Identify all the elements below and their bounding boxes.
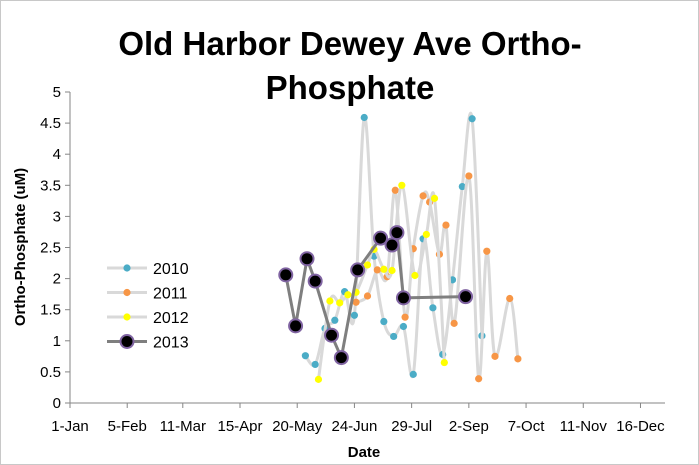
y-tick-label: 1 bbox=[53, 333, 61, 350]
x-tick-label: 15-Apr bbox=[217, 418, 262, 435]
x-tick-label: 7-Oct bbox=[508, 418, 546, 435]
data-point-2013 bbox=[389, 225, 405, 241]
data-point-2013 bbox=[307, 273, 323, 289]
legend-item-2011: 2011 bbox=[107, 286, 188, 303]
data-point-2011 bbox=[363, 292, 372, 300]
y-tick-label: 4.5 bbox=[40, 115, 61, 132]
data-point-2010 bbox=[350, 311, 359, 319]
data-point-2012 bbox=[344, 291, 352, 299]
legend-marker-2012 bbox=[123, 313, 131, 321]
legend-item-2012: 2012 bbox=[107, 310, 189, 327]
data-point-2013 bbox=[324, 327, 340, 343]
data-point-2011 bbox=[401, 313, 409, 321]
data-point-2013 bbox=[350, 262, 366, 278]
data-point-2012 bbox=[326, 297, 334, 305]
data-point-2011 bbox=[483, 247, 491, 255]
legend-marker-2010 bbox=[123, 264, 131, 272]
data-point-2013 bbox=[384, 237, 400, 253]
data-point-2013 bbox=[333, 350, 349, 366]
data-point-2012 bbox=[430, 194, 439, 202]
chart-title-line-2: Phosphate bbox=[266, 69, 435, 106]
data-point-2011 bbox=[475, 375, 483, 383]
data-point-2010 bbox=[311, 360, 319, 369]
legend-label-2012: 2012 bbox=[153, 310, 189, 327]
data-point-2010 bbox=[360, 113, 368, 122]
data-point-2012 bbox=[314, 375, 323, 383]
data-point-2013 bbox=[373, 230, 389, 246]
data-point-2012 bbox=[336, 299, 344, 307]
y-axis-ticks: 0 0.5 1 1.5 2 2.5 3 3.5 4 4.5 5 bbox=[40, 84, 70, 412]
chart-title-line-1: Old Harbor Dewey Ave Ortho- bbox=[118, 25, 581, 62]
data-point-2011 bbox=[506, 294, 514, 303]
data-point-2012 bbox=[398, 181, 406, 189]
data-point-2012 bbox=[440, 358, 448, 367]
y-tick-label: 2.5 bbox=[40, 240, 61, 257]
data-point-2011 bbox=[491, 352, 499, 360]
data-point-2012 bbox=[422, 230, 430, 239]
y-tick-label: 0 bbox=[53, 395, 61, 412]
x-tick-label: 5-Feb bbox=[108, 418, 147, 435]
y-tick-label: 3 bbox=[53, 208, 61, 225]
data-point-2013 bbox=[278, 267, 294, 283]
x-tick-label: 16-Dec bbox=[616, 418, 665, 435]
data-point-2010 bbox=[301, 352, 309, 360]
data-point-2010 bbox=[468, 115, 476, 123]
legend-label-2010: 2010 bbox=[153, 261, 189, 278]
x-tick-label: 1-Jan bbox=[51, 418, 89, 435]
data-point-2012 bbox=[388, 266, 396, 275]
x-tick-label: 11-Nov bbox=[560, 418, 608, 435]
data-point-2013 bbox=[299, 251, 315, 267]
x-axis-title: Date bbox=[348, 444, 381, 461]
y-axis-title: Ortho-Phosphate (uM) bbox=[12, 168, 29, 326]
y-tick-label: 0.5 bbox=[40, 364, 61, 381]
data-point-2011 bbox=[373, 266, 381, 274]
data-point-2012 bbox=[380, 265, 388, 273]
data-point-2010 bbox=[331, 316, 339, 324]
legend-label-2013: 2013 bbox=[153, 335, 189, 352]
data-point-2011 bbox=[465, 172, 473, 180]
legend-marker-2011 bbox=[123, 288, 131, 297]
data-point-2010 bbox=[399, 322, 408, 331]
series-line-2011 bbox=[355, 174, 520, 381]
y-tick-label: 4 bbox=[53, 146, 61, 163]
data-point-2013 bbox=[395, 290, 411, 306]
data-point-2010 bbox=[380, 317, 388, 326]
data-point-2010 bbox=[458, 182, 466, 191]
data-point-2011 bbox=[391, 186, 399, 194]
data-point-2011 bbox=[450, 319, 458, 327]
data-point-2012 bbox=[411, 271, 419, 280]
data-point-2013 bbox=[458, 289, 474, 305]
x-tick-label: 29-Jul bbox=[391, 418, 432, 435]
legend-item-2013: 2013 bbox=[107, 334, 189, 352]
series-layer bbox=[278, 111, 522, 383]
data-point-2011 bbox=[419, 192, 427, 200]
x-tick-label: 11-Mar bbox=[160, 418, 206, 435]
data-point-2013 bbox=[288, 318, 304, 334]
data-point-2011 bbox=[442, 221, 450, 229]
x-axis-ticks: 1-Jan 5-Feb 11-Mar 15-Apr 20-May 24-Jun 29-Jul… bbox=[51, 403, 665, 435]
x-tick-label: 2-Sep bbox=[449, 418, 489, 435]
series-2012 bbox=[314, 181, 448, 383]
x-tick-label: 20-May bbox=[272, 418, 323, 435]
x-tick-label: 24-Jun bbox=[331, 418, 377, 435]
legend: 2010 2011 2012 2013 bbox=[107, 261, 189, 352]
data-point-2012 bbox=[363, 261, 372, 269]
y-tick-label: 3.5 bbox=[40, 177, 61, 194]
series-2011 bbox=[352, 172, 522, 383]
series-2013 bbox=[278, 225, 474, 366]
y-tick-label: 1.5 bbox=[40, 302, 61, 319]
data-point-2011 bbox=[352, 298, 360, 306]
legend-marker-2013 bbox=[119, 334, 135, 349]
data-point-2010 bbox=[429, 304, 437, 312]
legend-label-2011: 2011 bbox=[153, 286, 188, 303]
y-tick-label: 5 bbox=[53, 84, 61, 101]
data-point-2010 bbox=[390, 332, 398, 341]
y-tick-label: 2 bbox=[53, 271, 61, 288]
data-point-2010 bbox=[409, 370, 417, 378]
legend-item-2010: 2010 bbox=[107, 261, 189, 278]
data-point-2011 bbox=[514, 355, 522, 363]
